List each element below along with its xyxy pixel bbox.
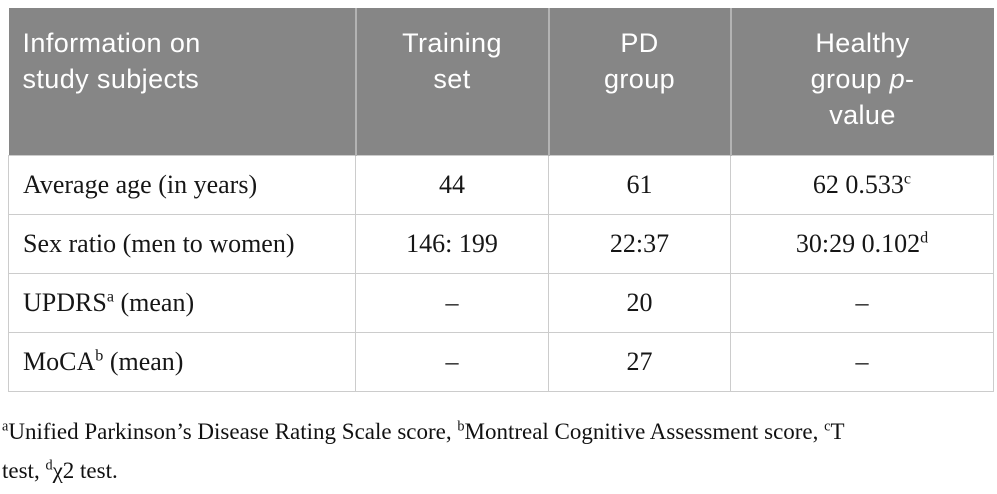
text-segment: 27: [626, 346, 653, 376]
text-segment: 62 0.533: [812, 169, 904, 199]
value-cell: 44: [355, 154, 549, 215]
superscript-marker: a: [106, 287, 114, 305]
superscript-marker: b: [95, 346, 104, 364]
text-segment: -: [904, 64, 915, 94]
text-segment: value: [829, 100, 896, 130]
table-header-row: Information on study subjects Training set…: [8, 8, 994, 155]
value-cell: 62 0.533c: [730, 154, 994, 215]
study-table: Information on study subjects Training set…: [8, 8, 994, 392]
text-segment: Sex ratio (men to women): [23, 228, 295, 258]
table-row: Average age (in years) 44 61 62 0.533c: [8, 154, 994, 215]
text-segment: PD: [620, 28, 659, 58]
value-cell: –: [730, 331, 994, 392]
value-cell: 27: [548, 331, 731, 392]
value-cell: 20: [548, 272, 731, 333]
table-header: Information on study subjects Training set…: [8, 8, 994, 155]
text-segment: p: [889, 64, 905, 94]
row-label-cell: Sex ratio (men to women): [8, 213, 356, 274]
superscript-marker: b: [457, 418, 465, 435]
table-row: Sex ratio (men to women) 146: 199 22:37 30:…: [8, 213, 994, 274]
text-segment: group: [603, 64, 676, 94]
text-segment: Healthy: [815, 28, 910, 58]
text-segment: Unified Parkinson’s Disease Rating Scale…: [8, 419, 458, 444]
text-segment: study subjects: [22, 64, 200, 94]
text-segment: 20: [626, 287, 653, 317]
column-header-info: Information on study subjects: [8, 8, 356, 155]
superscript-marker: d: [920, 228, 929, 246]
text-segment: –: [855, 287, 869, 317]
text-segment: group: [810, 64, 890, 94]
text-segment: set: [433, 64, 471, 94]
row-label-cell: UPDRSa (mean): [8, 272, 356, 333]
value-cell: –: [355, 331, 549, 392]
value-cell: 61: [548, 154, 731, 215]
row-label-cell: Average age (in years): [8, 154, 356, 215]
text-segment: T: [830, 419, 845, 444]
text-segment: 61: [626, 169, 653, 199]
column-header-training-set: Training set: [354, 8, 549, 155]
text-segment: Average age (in years): [23, 169, 258, 199]
superscript-marker: d: [45, 457, 53, 474]
text-segment: Information on: [22, 28, 201, 58]
table-body: Average age (in years) 44 61 62 0.533c Sex r…: [8, 154, 994, 392]
table-row: MoCAb (mean) – 27 –: [8, 331, 994, 392]
text-segment: test,: [2, 458, 46, 483]
column-header-pd-group: PD group: [547, 8, 731, 155]
text-segment: 22:37: [609, 228, 670, 258]
superscript-marker: c: [903, 169, 912, 187]
text-segment: –: [445, 346, 459, 376]
text-segment: Montreal Cognitive Assessment score,: [464, 419, 825, 444]
value-cell: 22:37: [548, 213, 731, 274]
value-cell: 146: 199: [355, 213, 549, 274]
text-segment: UPDRS: [23, 287, 107, 317]
text-segment: χ2 test.: [52, 458, 118, 483]
text-segment: (mean): [113, 287, 195, 317]
superscript-marker: a: [2, 418, 9, 435]
value-cell: 30:29 0.102d: [730, 213, 994, 274]
text-segment: MoCA: [23, 346, 96, 376]
table-row: UPDRSa (mean) – 20 –: [8, 272, 994, 333]
row-label-cell: MoCAb (mean): [8, 331, 356, 392]
footnote: aUnified Parkinson’s Disease Rating Scal…: [2, 412, 996, 490]
text-segment: 30:29 0.102: [795, 228, 921, 258]
value-cell: –: [730, 272, 994, 333]
text-segment: –: [445, 287, 459, 317]
footnote-line: aUnified Parkinson’s Disease Rating Scal…: [2, 412, 996, 451]
superscript-marker: c: [824, 418, 831, 435]
value-cell: –: [355, 272, 549, 333]
text-segment: –: [855, 346, 869, 376]
text-segment: 146: 199: [406, 228, 498, 258]
table-wrap: Information on study subjects Training set…: [8, 8, 994, 392]
text-segment: Training: [402, 28, 502, 58]
text-segment: (mean): [103, 346, 184, 376]
footnote-line: test, dχ2 test.: [2, 451, 996, 490]
text-segment: 44: [439, 169, 465, 199]
column-header-healthy-pvalue: Healthy group p-value: [729, 8, 994, 155]
